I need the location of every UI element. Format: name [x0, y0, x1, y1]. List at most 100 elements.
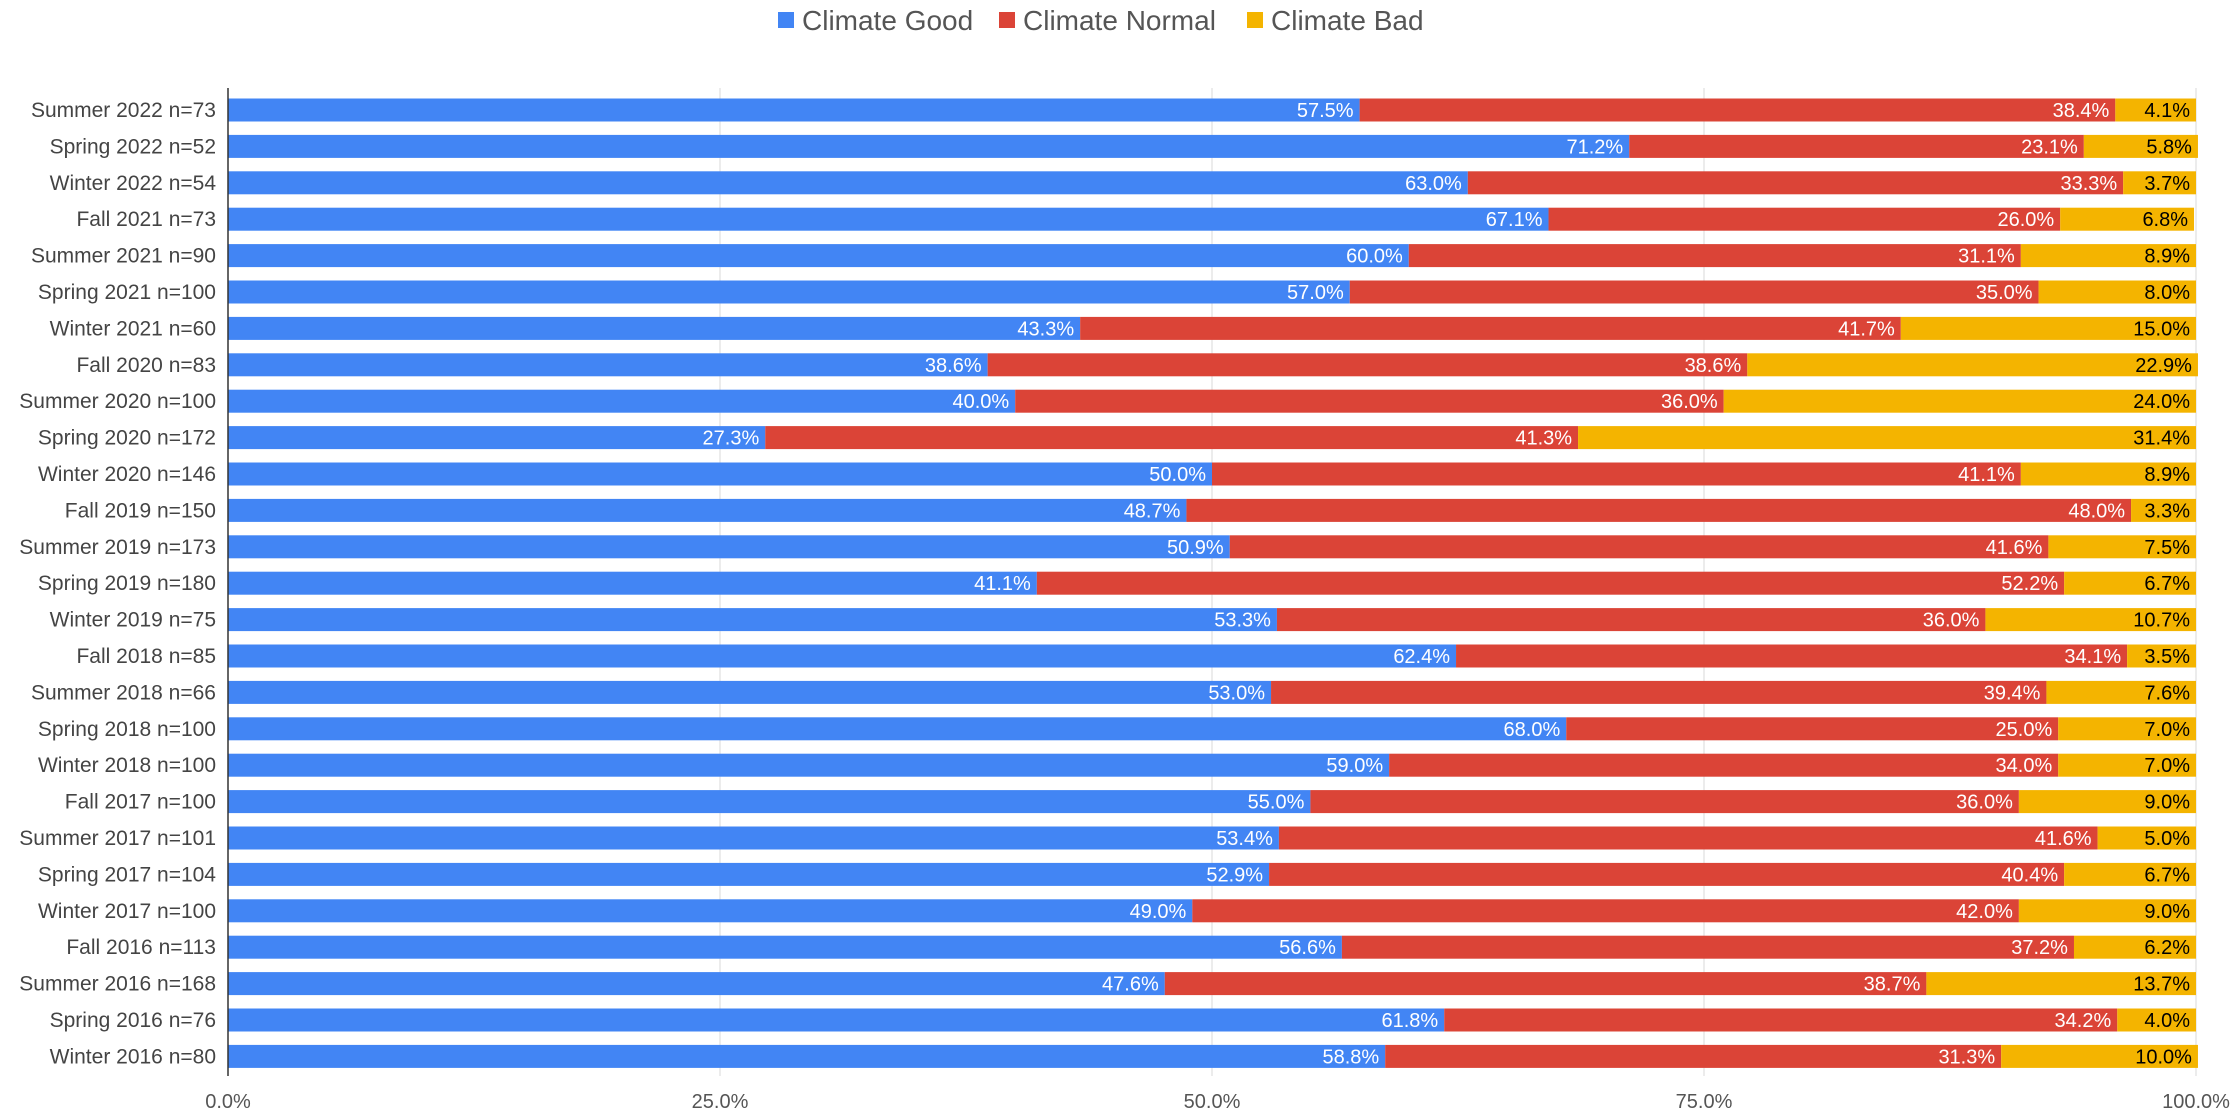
data-label: 6.2% — [2144, 937, 2190, 959]
bar-segment — [1629, 134, 2084, 158]
bar-segment — [1036, 571, 2065, 595]
data-label: 53.3% — [1214, 610, 1271, 632]
bar-segment — [2020, 462, 2196, 486]
bar-segment — [2058, 753, 2196, 777]
data-label: 40.4% — [2001, 864, 2058, 886]
data-label: 62.4% — [1393, 646, 1450, 668]
data-label: 41.7% — [1838, 318, 1895, 340]
data-label: 23.1% — [2021, 136, 2078, 158]
data-label: 52.9% — [1206, 864, 1263, 886]
category-label: Spring 2021 n=100 — [38, 281, 216, 304]
bar-segment — [2083, 134, 2198, 158]
data-label: 68.0% — [1504, 719, 1561, 741]
data-label: 9.0% — [2144, 792, 2190, 814]
category-labels: Summer 2022 n=73 Spring 2022 n=52 Winter 2… — [19, 99, 216, 1068]
category-label: Summer 2018 n=66 — [31, 681, 216, 704]
data-label: 41.1% — [974, 573, 1031, 595]
data-label: 59.0% — [1326, 755, 1383, 777]
bar-segment — [228, 98, 1360, 122]
data-label: 34.0% — [1996, 755, 2053, 777]
data-label: 3.7% — [2144, 173, 2190, 195]
data-label: 13.7% — [2133, 974, 2190, 996]
bar-segment — [228, 353, 988, 377]
category-label: Winter 2016 n=80 — [50, 1045, 216, 1068]
bar-segment — [2046, 680, 2196, 704]
bar-segment — [1349, 280, 2039, 304]
data-label: 52.2% — [2001, 573, 2058, 595]
data-label: 7.5% — [2144, 537, 2190, 559]
data-label: 7.6% — [2144, 682, 2190, 704]
data-label: 8.0% — [2144, 282, 2190, 304]
bar-segment — [2131, 498, 2196, 522]
bar-segment — [228, 608, 1277, 632]
bar-segment — [1192, 899, 2019, 923]
bar-segment — [2064, 571, 2196, 595]
bar-segment — [1186, 498, 2132, 522]
data-label: 38.7% — [1864, 974, 1921, 996]
bar-segment — [1548, 207, 2061, 231]
data-label: 48.7% — [1124, 500, 1181, 522]
bar-segment — [228, 571, 1037, 595]
data-label: 8.9% — [2144, 246, 2190, 268]
bar-segment — [2064, 862, 2196, 886]
bar-segment — [2058, 717, 2196, 741]
category-label: Fall 2019 n=150 — [65, 499, 216, 522]
legend-swatch — [1247, 12, 1263, 28]
bar-segment — [228, 753, 1390, 777]
category-label: Winter 2020 n=146 — [38, 463, 216, 486]
data-label: 71.2% — [1566, 136, 1623, 158]
data-label: 49.0% — [1130, 901, 1187, 923]
bar-segment — [1278, 826, 2098, 850]
bar-segment — [1341, 935, 2074, 959]
bar-segment — [2073, 935, 2196, 959]
data-label: 58.8% — [1322, 1046, 1379, 1068]
bar-segment — [228, 207, 1549, 231]
data-label: 40.0% — [952, 391, 1009, 413]
data-label: 31.3% — [1938, 1046, 1995, 1068]
category-label: Summer 2022 n=73 — [31, 99, 216, 122]
data-label: 42.0% — [1956, 901, 2013, 923]
legend-item: Climate Normal — [999, 5, 1216, 36]
bar-segment — [1015, 389, 1724, 413]
data-label: 7.0% — [2144, 719, 2190, 741]
category-label: Fall 2018 n=85 — [76, 645, 216, 668]
legend-label: Climate Normal — [1023, 5, 1216, 36]
data-label: 3.3% — [2144, 500, 2190, 522]
x-tick-labels: 0.0% 25.0% 50.0% 75.0% 100.0% — [205, 1091, 2230, 1113]
bar-segment — [228, 680, 1272, 704]
bar-segment — [1269, 862, 2065, 886]
bar-segment — [1444, 1008, 2118, 1032]
data-label: 10.0% — [2135, 1046, 2192, 1068]
bar-segment — [228, 935, 1342, 959]
x-tick-label: 75.0% — [1676, 1091, 1733, 1113]
data-label: 47.6% — [1102, 974, 1159, 996]
legend-item: Climate Bad — [1247, 5, 1424, 36]
x-tick-label: 50.0% — [1184, 1091, 1241, 1113]
data-label: 5.0% — [2144, 828, 2190, 850]
data-label: 27.3% — [703, 428, 760, 450]
data-label: 5.8% — [2146, 136, 2192, 158]
bar-segment — [2115, 98, 2196, 122]
data-label: 10.7% — [2133, 610, 2190, 632]
data-label: 61.8% — [1382, 1010, 1439, 1032]
data-label: 25.0% — [1996, 719, 2053, 741]
bar-segment — [2020, 244, 2196, 268]
bar-segment — [228, 171, 1468, 195]
data-labels: 57.5% 38.4% 4.1% 71.2% 23.1% 5.8% 63.0% 33.3% 3.… — [703, 100, 2193, 1068]
bar-segment — [228, 280, 1350, 304]
x-tick-label: 100.0% — [2162, 1091, 2230, 1113]
data-label: 57.5% — [1297, 100, 1354, 122]
data-label: 31.4% — [2133, 428, 2190, 450]
bar-segment — [228, 644, 1457, 668]
bar-segment — [228, 1044, 1386, 1068]
bar-segment — [228, 790, 1311, 814]
bar-segment — [228, 899, 1193, 923]
bar-segment — [2048, 535, 2196, 559]
category-label: Winter 2017 n=100 — [38, 900, 216, 923]
data-label: 36.0% — [1661, 391, 1718, 413]
data-label: 60.0% — [1346, 246, 1403, 268]
data-label: 22.9% — [2135, 355, 2192, 377]
data-label: 15.0% — [2133, 318, 2190, 340]
data-label: 38.4% — [2053, 100, 2110, 122]
bar-segment — [1271, 680, 2047, 704]
